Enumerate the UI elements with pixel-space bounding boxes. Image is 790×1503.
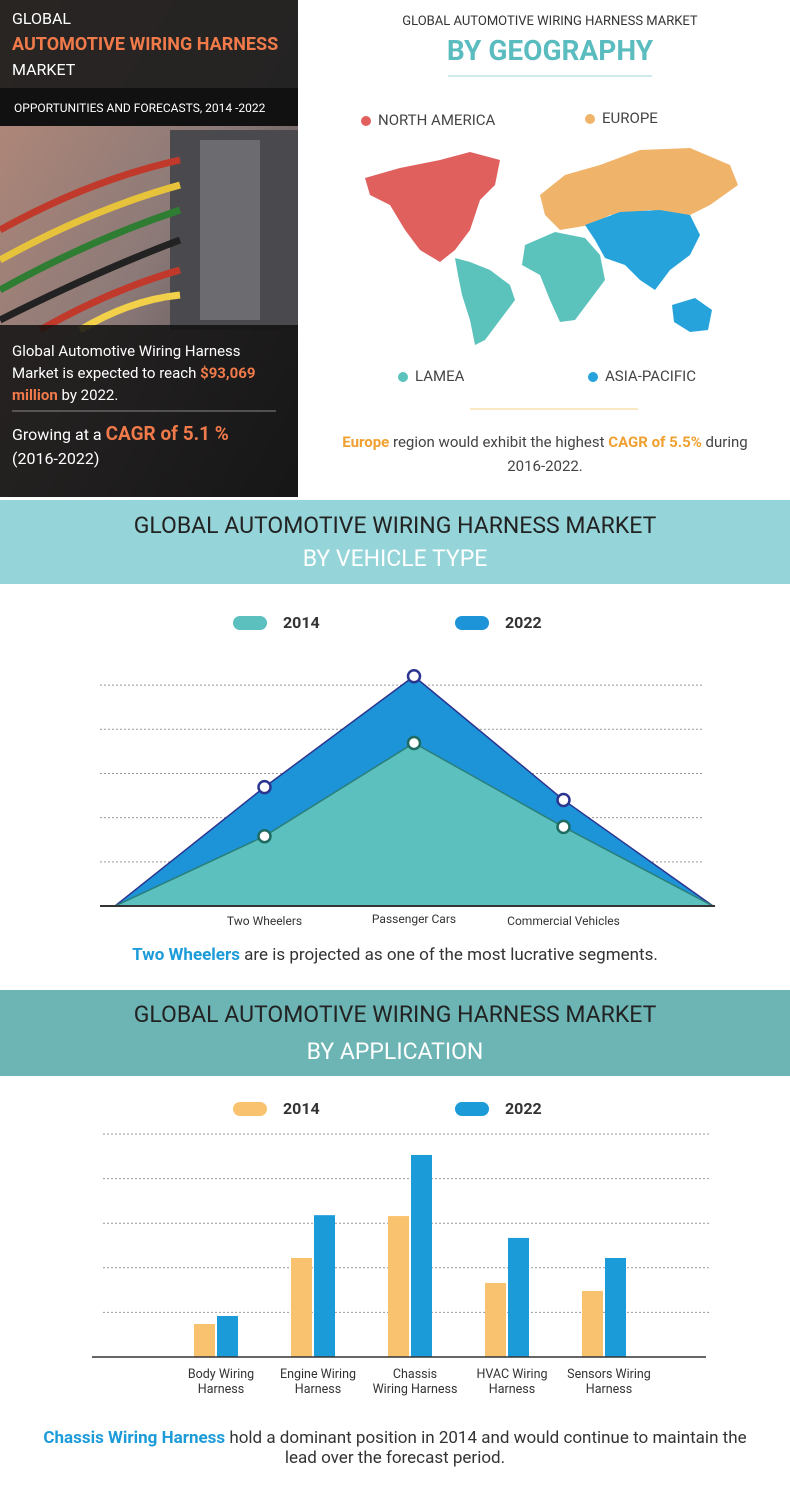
bar [194,1323,215,1357]
text: Growing at a [12,425,102,444]
caption: Europe region would exhibit the highest … [330,430,760,478]
bar [582,1290,603,1357]
region-australia [672,298,712,332]
market-text: Global Automotive Wiring Harness Market … [12,340,282,406]
bar [314,1215,335,1357]
x-tick-label: Two Wheelers [226,914,303,928]
highlight: CAGR of 5.1 % [105,422,229,445]
text: Global Automotive Wiring Harness Market … [12,342,241,382]
legend-dot [361,116,371,126]
header-subtitle: OPPORTUNITIES AND FORECASTS, 2014 -2022 [14,101,266,115]
header-bg [0,0,298,88]
point [556,819,571,835]
region-africa [522,232,605,322]
text: (2016-2022) [12,449,100,468]
text: by 2022. [61,386,119,404]
caption: Two Wheelers are is projected as one of … [0,945,790,965]
bar [485,1282,506,1357]
highlight: Europe [342,433,390,451]
region-south-america [455,258,515,345]
legend-swatch [233,616,267,630]
legend-dot [588,372,598,382]
point [406,735,422,751]
x-tick-label: Body Wiring Harness [187,1367,255,1397]
section-subtitle: BY VEHICLE TYPE [302,545,488,572]
legend-dot [398,372,408,382]
area [114,742,714,907]
highlight: Two Wheelers [132,945,240,965]
bar [291,1257,312,1357]
legend-label: ASIA-PACIFIC [605,367,696,385]
legend-label: 2014 [283,1099,320,1118]
header-title: AUTOMOTIVE WIRING HARNESS [12,34,279,55]
header-line: GLOBAL [12,9,72,28]
x-tick-label: HVAC Wiring Harness [476,1367,548,1397]
cagr-text: Growing at a CAGR of 5.1 % (2016-2022) [12,422,282,471]
point [406,669,422,684]
highlight: CAGR of 5.5% [608,433,702,451]
legend-label: NORTH AMERICA [378,111,496,129]
text: hold a dominant position in 2014 and wou… [229,1428,747,1468]
subtitle-bg [0,88,298,126]
section-subtitle: BY GEOGRAPHY [446,34,654,67]
region-europe [540,148,738,230]
section-subtitle: BY APPLICATION [306,1038,484,1065]
section-band [0,500,790,584]
legend-label: LAMEA [415,367,465,385]
x-tick-label: Commercial Vehicles [507,914,620,928]
legend-label: 2014 [283,613,320,632]
section-title: GLOBAL AUTOMOTIVE WIRING HARNESS MARKET [402,14,698,29]
x-tick-label: Sensors Wiring Harness [567,1367,651,1397]
legend-label: 2022 [505,1099,542,1118]
point [556,792,571,808]
bar [388,1216,409,1357]
legend-swatch [455,1102,489,1116]
caption: Chassis Wiring Harness hold a dominant p… [40,1428,750,1468]
text: region would exhibit the highest [393,433,605,451]
legend-label: 2022 [505,613,542,632]
x-tick-label: Chassis Wiring Harness [372,1367,458,1397]
region-north-america [365,152,500,262]
legend-swatch [233,1102,267,1116]
legend-label: EUROPE [602,109,658,127]
world-map [365,148,738,345]
legend-swatch [455,616,489,630]
x-tick-label: Engine Wiring Harness [279,1367,357,1397]
legend-dot [585,114,595,124]
section-band [0,990,790,1076]
section-title: GLOBAL AUTOMOTIVE WIRING HARNESS MARKET [133,512,657,539]
point [257,828,272,844]
bar [508,1237,529,1357]
highlight: Chassis Wiring Harness [43,1428,226,1448]
region-asia [585,210,700,290]
text: during 2016-2022. [507,433,748,475]
bar [411,1154,432,1357]
section-title: GLOBAL AUTOMOTIVE WIRING HARNESS MARKET [133,1001,657,1028]
connector-face [200,140,260,320]
bar [605,1257,626,1357]
text: are is projected as one of the most lucr… [244,945,658,965]
header-line: MARKET [12,60,76,79]
highlight: $93,069 million [12,364,256,404]
point [257,779,272,795]
bar [217,1315,238,1357]
x-tick-label: Passenger Cars [371,912,457,926]
wires [0,156,182,334]
